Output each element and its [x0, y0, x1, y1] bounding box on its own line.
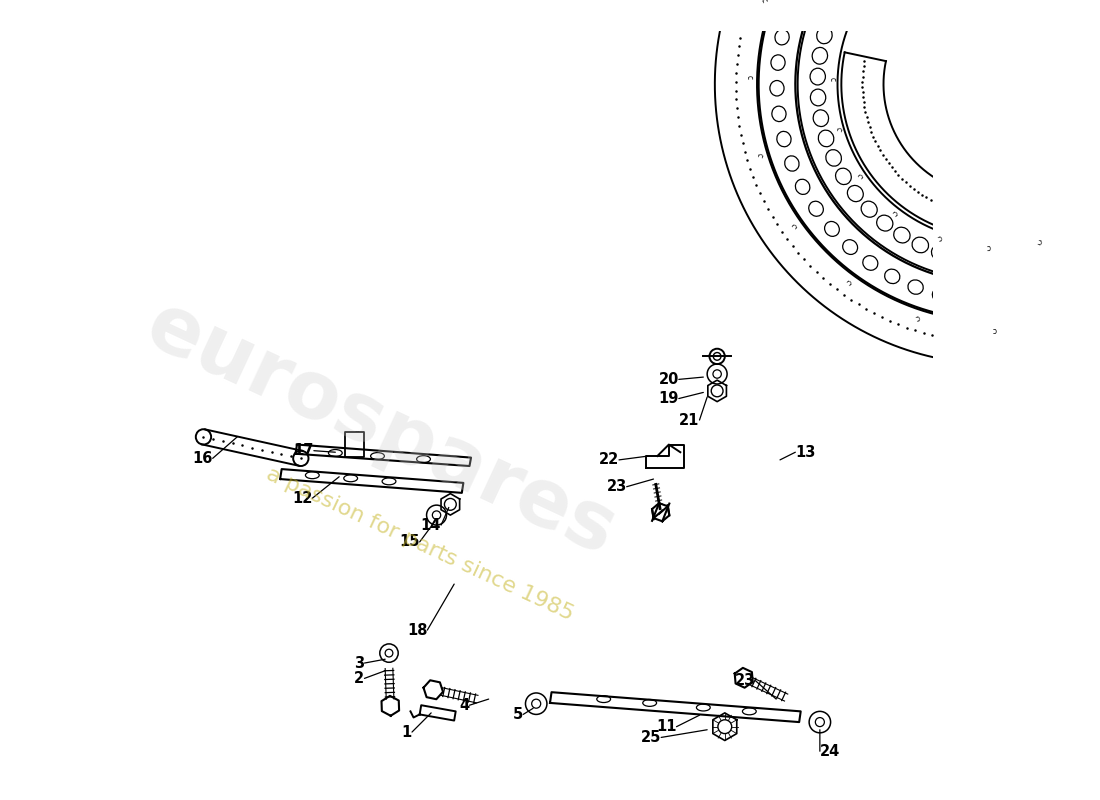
Text: c: c [987, 242, 991, 251]
Text: 5: 5 [513, 707, 524, 722]
Text: c: c [1036, 235, 1043, 246]
Text: 3: 3 [354, 655, 364, 670]
Text: 24: 24 [820, 744, 840, 758]
Text: eurospares: eurospares [134, 286, 629, 572]
Text: c: c [827, 76, 837, 81]
Text: c: c [914, 312, 921, 322]
Text: 25: 25 [641, 730, 661, 745]
Text: 23: 23 [735, 673, 756, 688]
Text: 21: 21 [679, 413, 700, 427]
Text: 12: 12 [292, 490, 312, 506]
Text: c: c [755, 151, 764, 158]
Text: a passion for parts since 1985: a passion for parts since 1985 [263, 464, 576, 625]
Text: 17: 17 [294, 443, 313, 458]
Text: c: c [759, 0, 769, 4]
Text: 1: 1 [402, 725, 412, 739]
Text: c: c [890, 207, 899, 217]
Text: 19: 19 [659, 391, 679, 406]
Text: 23: 23 [606, 479, 627, 494]
Text: c: c [936, 232, 943, 242]
Text: 11: 11 [656, 719, 676, 734]
Text: c: c [855, 171, 865, 179]
Text: 14: 14 [421, 518, 441, 533]
Text: 13: 13 [795, 445, 816, 460]
Text: c: c [992, 325, 997, 334]
Text: 22: 22 [598, 452, 619, 467]
Text: 15: 15 [399, 534, 420, 550]
Text: c: c [789, 221, 799, 230]
Text: 2: 2 [354, 671, 364, 686]
Text: 20: 20 [659, 372, 679, 387]
Text: c: c [745, 75, 754, 79]
Text: c: c [844, 276, 852, 286]
Text: 18: 18 [407, 622, 427, 638]
Text: 16: 16 [192, 451, 212, 466]
Text: c: c [834, 126, 844, 132]
Text: 4: 4 [460, 698, 470, 713]
